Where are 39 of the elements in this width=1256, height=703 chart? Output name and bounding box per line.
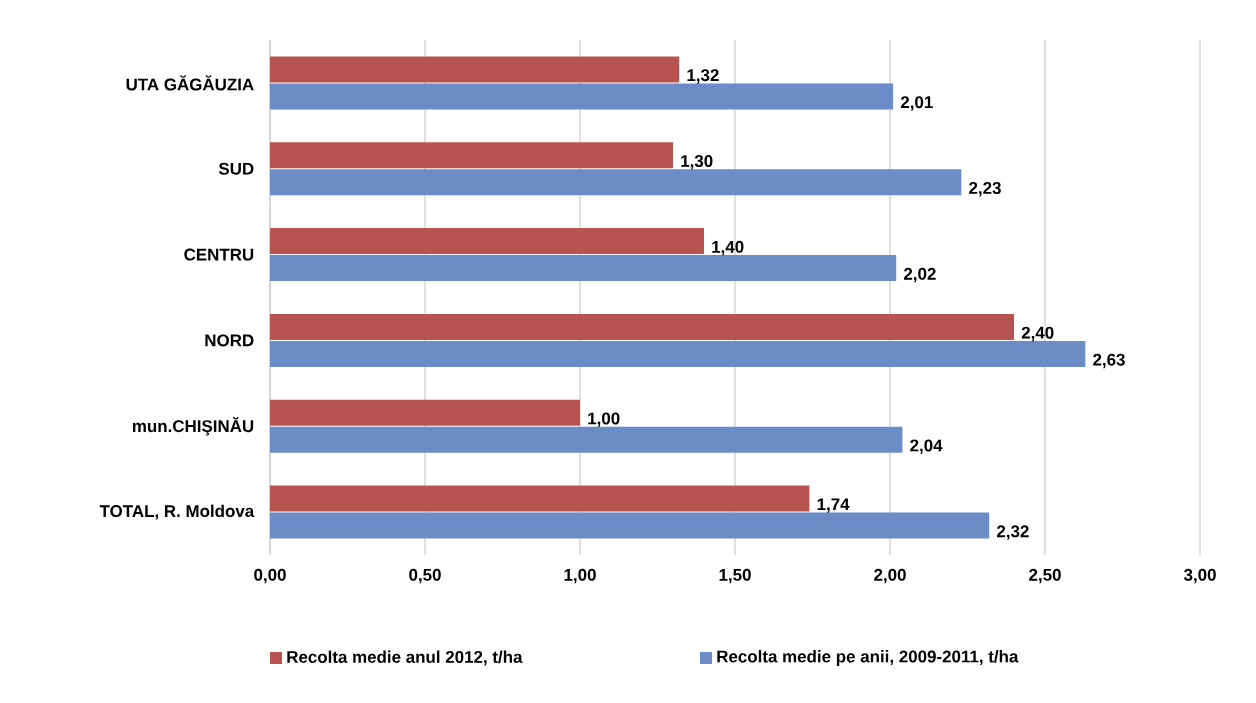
bar: [270, 169, 962, 196]
y-tick-label: TOTAL, R. Moldova: [99, 504, 255, 520]
data-label: 1,74: [817, 498, 850, 513]
bar: [270, 142, 674, 169]
bar: [270, 399, 581, 426]
x-tick-label: 0,00: [254, 568, 286, 584]
bar: [270, 255, 897, 282]
data-label: 2,04: [910, 439, 943, 454]
x-tick-label: 2,00: [874, 568, 906, 584]
bar: [270, 485, 810, 512]
bar: [270, 313, 1015, 340]
bar: [270, 228, 705, 255]
data-label: 1,40: [712, 240, 744, 256]
data-label: 2,40: [1021, 326, 1054, 342]
bar: [270, 56, 680, 83]
data-label: 1,30: [681, 155, 713, 170]
x-tick-label: 0,50: [409, 568, 441, 584]
bar: [270, 512, 990, 539]
data-label: 2,02: [904, 267, 936, 283]
x-tick-label: 1,50: [719, 568, 751, 584]
legend-label: Recolta medie anul 2012, t/ha: [287, 650, 523, 666]
legend-label: Recolta medie pe anii, 2009-2011, t/ha: [717, 650, 1019, 666]
data-label: 1,00: [588, 412, 620, 427]
data-label: 2,01: [900, 96, 933, 111]
x-tick-label: 2,50: [1029, 568, 1061, 584]
data-label: 2,63: [1093, 353, 1125, 369]
y-tick-label: UTA GĂGĂUZIA: [126, 75, 254, 91]
y-tick-label: CENTRU: [184, 248, 254, 261]
bar: [270, 340, 1086, 367]
bar: [270, 426, 903, 453]
y-tick-label: mun.CHIŞINĂU: [132, 417, 254, 436]
x-tick-label: 3,00: [1183, 568, 1216, 584]
y-tick-label: SUD: [218, 162, 254, 175]
data-label: 1,32: [687, 69, 719, 84]
data-label: 2,23: [969, 182, 1001, 197]
y-tick-label: NORD: [205, 334, 254, 347]
data-label: 2,32: [997, 525, 1029, 540]
x-tick-label: 1,00: [564, 568, 596, 584]
bar: [270, 83, 894, 110]
